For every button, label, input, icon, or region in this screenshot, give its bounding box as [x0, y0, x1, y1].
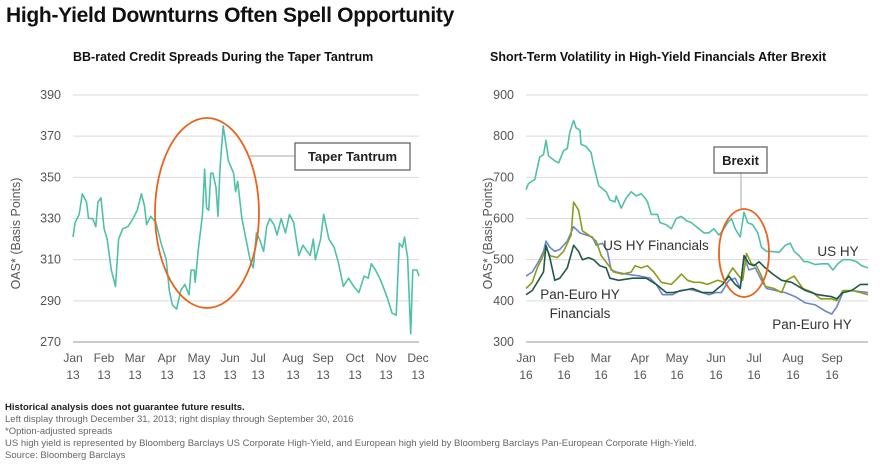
- x-tick-label-year: 16: [670, 368, 684, 382]
- x-tick-label-year: 13: [97, 368, 111, 382]
- x-tick-label-year: 16: [557, 368, 571, 382]
- x-tick-label-month: Aug: [782, 351, 803, 365]
- y-tick-label: 600: [493, 212, 514, 226]
- x-tick-label-month: Aug: [282, 351, 303, 365]
- x-tick-label-month: Feb: [94, 351, 115, 365]
- y-tick-label: 900: [493, 88, 514, 102]
- x-tick-label-month: Sep: [312, 351, 334, 365]
- y-tick-label: 290: [40, 294, 61, 308]
- x-tick-label-year: 16: [747, 368, 761, 382]
- y-tick-label: 330: [40, 212, 61, 226]
- x-tick-label-year: 13: [348, 368, 362, 382]
- x-tick-label-year: 13: [160, 368, 174, 382]
- x-tick-label-year: 16: [519, 368, 533, 382]
- x-tick-label-month: Jun: [220, 351, 239, 365]
- x-tick-label-month: Feb: [554, 351, 575, 365]
- x-tick-label-month: Mar: [591, 351, 612, 365]
- highlight-ellipse: [718, 208, 770, 298]
- series-line-pan-euro-hy-financials: [525, 201, 869, 302]
- page-title: High-Yield Downturns Often Spell Opportu…: [6, 4, 455, 27]
- y-tick-label: 800: [493, 129, 514, 143]
- y-tick-label: 370: [40, 129, 61, 143]
- x-tick-label-year: 13: [251, 368, 265, 382]
- x-tick-label-year: 13: [411, 368, 425, 382]
- y-tick-label: 700: [493, 170, 514, 184]
- x-tick-label-month: Jul: [746, 351, 761, 365]
- x-tick-label-year: 16: [709, 368, 723, 382]
- series-line-pan-euro-hy: [525, 244, 868, 300]
- y-tick-label: 310: [40, 253, 61, 267]
- x-tick-label-year: 13: [286, 368, 300, 382]
- x-tick-label-year: 16: [633, 368, 647, 382]
- x-tick-label-month: Apr: [631, 351, 650, 365]
- y-axis-label: OAS* (Basis Points): [9, 178, 23, 290]
- x-tick-label-month: Nov: [375, 351, 396, 365]
- x-tick-label-month: Apr: [158, 351, 177, 365]
- x-tick-label-year: 16: [825, 368, 839, 382]
- footer-note-oas: *Option-adjusted spreads: [5, 426, 113, 437]
- right-chart-title: Short-Term Volatility in High-Yield Fina…: [490, 50, 827, 64]
- x-tick-label-year: 13: [223, 368, 237, 382]
- x-tick-label-month: Jan: [63, 351, 82, 365]
- x-tick-label-year: 16: [594, 368, 608, 382]
- series-label-pan-euro-hy-financials: Pan-Euro HY: [540, 287, 620, 302]
- x-tick-label-month: May: [188, 351, 211, 365]
- y-tick-label: 270: [40, 335, 61, 349]
- x-tick-label-month: Dec: [407, 351, 428, 365]
- left-chart-title: BB-rated Credit Spreads During the Taper…: [73, 50, 374, 64]
- x-tick-label-year: 13: [192, 368, 206, 382]
- footer-source: Source: Bloomberg Barclays: [5, 450, 126, 461]
- y-tick-label: 400: [493, 294, 514, 308]
- footer-note-dates: Left display through December 31, 2013; …: [5, 414, 354, 425]
- x-tick-label-month: Sep: [821, 351, 843, 365]
- y-tick-label: 500: [493, 253, 514, 267]
- x-tick-label-year: 16: [786, 368, 800, 382]
- callout-box: [294, 142, 411, 171]
- x-tick-label-month: Mar: [125, 351, 146, 365]
- footer-note-indices: US high yield is represented by Bloomber…: [5, 438, 697, 449]
- x-tick-label-month: May: [666, 351, 689, 365]
- x-tick-label-month: Jul: [250, 351, 265, 365]
- callout-label-brexit: Brexit: [722, 153, 760, 168]
- highlight-ellipse: [154, 117, 260, 309]
- y-axis-label: OAS* (Basis Points): [481, 178, 495, 290]
- x-tick-label-year: 13: [66, 368, 80, 382]
- x-tick-label-year: 13: [316, 368, 330, 382]
- callout-box: [713, 146, 768, 174]
- series-line-bb-spread: [72, 125, 420, 335]
- x-tick-label-month: Jun: [706, 351, 725, 365]
- x-tick-label-year: 13: [128, 368, 142, 382]
- y-tick-label: 300: [493, 335, 514, 349]
- series-label-pan-euro-hy: Pan-Euro HY: [772, 317, 852, 332]
- x-tick-label-month: Jan: [516, 351, 535, 365]
- y-tick-label: 350: [40, 170, 61, 184]
- series-line-us-hy: [525, 119, 869, 271]
- footer-disclaimer: Historical analysis does not guarantee f…: [5, 402, 245, 413]
- series-label-pan-euro-hy-financials: Financials: [550, 306, 611, 321]
- series-label-us-hy-financials: US HY Financials: [603, 238, 709, 253]
- callout-label-taper-tantrum: Taper Tantrum: [308, 149, 397, 164]
- x-tick-label-month: Oct: [346, 351, 365, 365]
- y-tick-label: 390: [40, 88, 61, 102]
- series-label-us-hy: US HY: [817, 244, 858, 259]
- x-tick-label-year: 13: [379, 368, 393, 382]
